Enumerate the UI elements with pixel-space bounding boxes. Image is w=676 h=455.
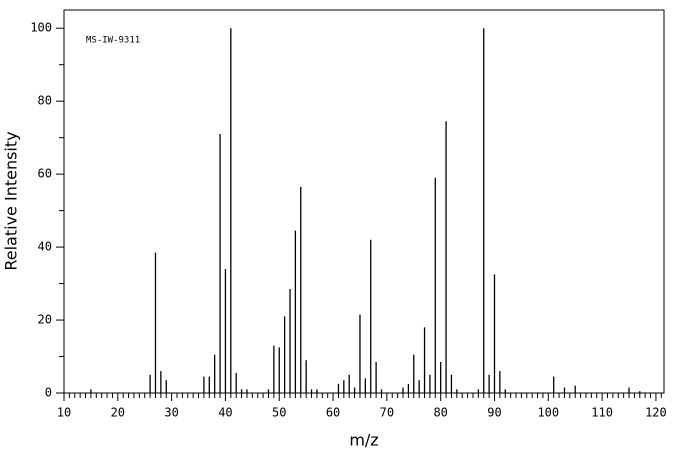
x-tick-label: 40 xyxy=(218,406,232,420)
y-tick-label: 20 xyxy=(38,313,52,327)
x-tick-label: 90 xyxy=(487,406,501,420)
x-axis-label: m/z xyxy=(349,431,378,450)
x-tick-label: 80 xyxy=(433,406,447,420)
x-tick-label: 10 xyxy=(57,406,71,420)
annotation: MS-IW-9311 xyxy=(86,36,140,46)
y-tick-label: 40 xyxy=(38,240,52,254)
x-tick-label: 110 xyxy=(591,406,613,420)
y-tick-label: 60 xyxy=(38,167,52,181)
x-tick-label: 70 xyxy=(380,406,394,420)
x-tick-label: 50 xyxy=(272,406,286,420)
x-tick-label: 30 xyxy=(164,406,178,420)
y-tick-label: 0 xyxy=(45,386,52,400)
x-tick-label: 100 xyxy=(537,406,559,420)
x-tick-label: 20 xyxy=(111,406,125,420)
y-tick-label: 80 xyxy=(38,94,52,108)
x-tick-label: 60 xyxy=(326,406,340,420)
x-tick-label: 120 xyxy=(645,406,667,420)
y-tick-label: 100 xyxy=(30,21,52,35)
plot-frame xyxy=(63,9,665,394)
y-axis-label: Relative Intensity xyxy=(2,131,21,270)
